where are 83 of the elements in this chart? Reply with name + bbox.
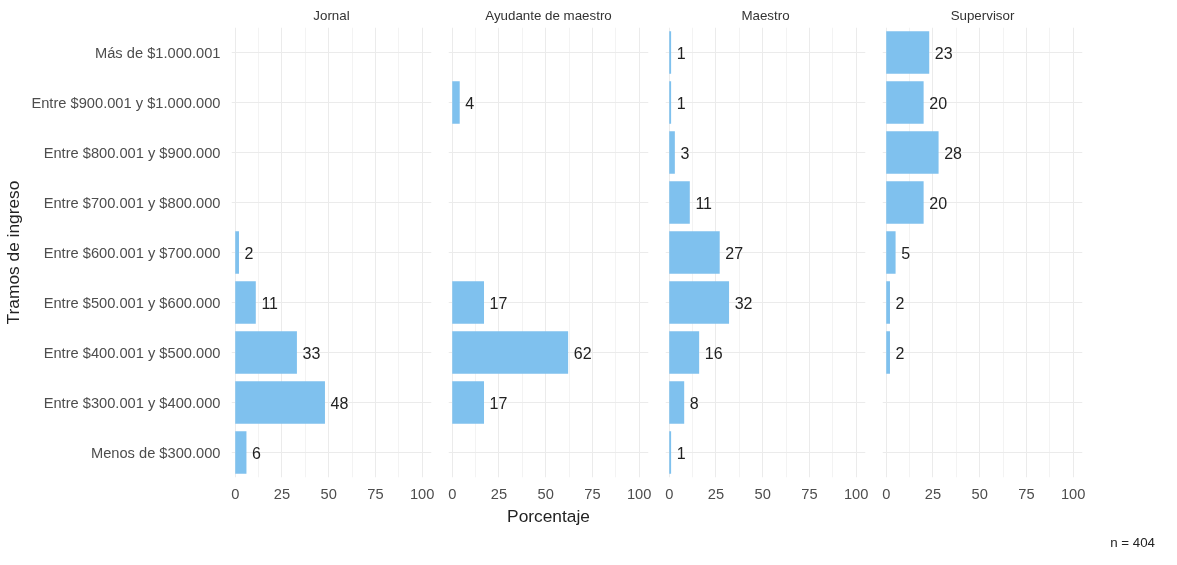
data-label: 28 [944,144,963,162]
x-tick-label: 50 [537,485,554,502]
bar [669,181,690,224]
x-tick-label: 0 [665,485,674,502]
data-label: 62 [573,344,592,362]
data-label: 17 [489,394,508,412]
x-tick-label: 75 [584,485,601,502]
bar [669,331,700,374]
x-tick-label: 100 [1060,485,1086,502]
bar [886,331,890,374]
chart-title: Maestro [741,7,790,23]
y-axis-title: Tramos de ingreso [3,180,24,325]
bar [886,231,896,274]
bar [669,131,675,174]
y-tick-label: Entre $800.001 y $900.000 [43,144,221,161]
chart-title: Supervisor [950,7,1015,23]
x-tick-label: 0 [882,485,891,502]
x-tick-label: 0 [231,485,240,502]
data-label: 5 [901,244,911,262]
x-tick-label: 75 [367,485,384,502]
y-tick-label: Menos de $300.000 [90,444,221,461]
x-tick-label: 75 [1018,485,1035,502]
bar [886,181,924,224]
data-label: 6 [252,444,262,462]
x-tick-label: 25 [273,485,291,502]
data-label: 2 [895,294,905,312]
x-tick-label: 50 [320,485,337,502]
bar [235,381,325,424]
x-tick-label: 25 [707,485,725,502]
text: n = 404 [1110,534,1155,552]
bar [886,281,890,324]
data-label: 1 [676,444,686,462]
x-tick-label: 0 [448,485,457,502]
bar [452,381,485,424]
data-label: 1 [676,94,686,112]
bar [235,231,239,274]
x-tick-label: 75 [801,485,818,502]
data-label: 8 [689,394,699,412]
bar [886,31,930,74]
x-axis-title: Porcentaje [507,505,590,526]
y-tick-label: Entre $600.001 y $700.000 [43,244,221,261]
data-label: 3 [680,144,690,162]
x-tick-label: 50 [971,485,988,502]
y-tick-label: Entre $500.001 y $600.000 [43,294,221,311]
data-label: 1 [676,44,686,62]
x-tick-label: 100 [409,485,435,502]
bar [669,381,685,424]
bar [452,281,485,324]
data-label: 11 [695,194,713,212]
data-label: 20 [929,94,948,112]
data-label: 27 [725,244,744,262]
bar [886,81,924,124]
data-label: 2 [895,344,905,362]
bar [669,281,730,324]
x-tick-label: 25 [490,485,508,502]
data-label: 11 [261,294,279,312]
bar [235,331,297,374]
bar [669,231,720,274]
bar [235,431,247,474]
chart-title: Jornal [313,7,350,23]
data-label: 33 [302,344,321,362]
y-tick-label: Más de $1.000.001 [95,44,221,61]
bar [235,281,256,324]
bar [452,331,569,374]
y-tick-label: Entre $400.001 y $500.000 [43,344,221,361]
x-tick-label: 25 [924,485,942,502]
data-label: 48 [330,394,349,412]
bar [886,131,939,174]
y-tick-label: Entre $300.001 y $400.000 [43,394,221,411]
data-label: 16 [704,344,723,362]
y-tick-label: Entre $900.001 y $1.000.000 [31,94,221,111]
chart-title: Ayudante de maestro [485,7,612,23]
x-tick-label: 50 [754,485,771,502]
data-label: 17 [489,294,508,312]
bar [452,81,460,124]
x-tick-label: 100 [843,485,869,502]
data-label: 20 [929,194,948,212]
y-tick-label: Entre $700.001 y $800.000 [43,194,221,211]
data-label: 2 [244,244,254,262]
data-label: 4 [465,94,475,112]
x-tick-label: 100 [626,485,652,502]
data-label: 23 [934,44,953,62]
data-label: 32 [734,294,753,312]
